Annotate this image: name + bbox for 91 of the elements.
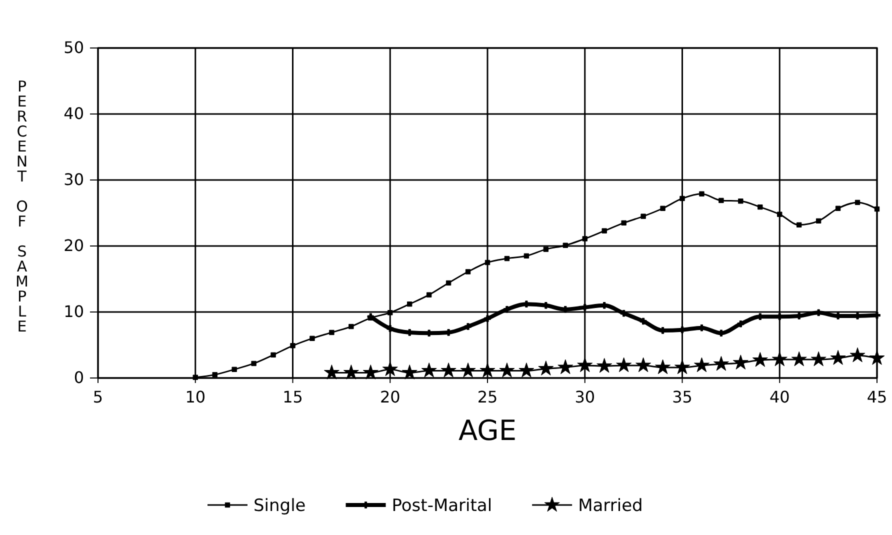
y-tick-label: 0 xyxy=(74,368,84,388)
point xyxy=(582,236,588,242)
point xyxy=(655,359,671,374)
point xyxy=(737,320,744,328)
x-tick-label: 35 xyxy=(672,387,692,406)
x-tick-label: 20 xyxy=(380,387,400,406)
point xyxy=(212,372,218,378)
x-tick-label: 25 xyxy=(477,387,498,406)
point xyxy=(484,260,490,266)
point xyxy=(830,350,846,365)
point xyxy=(660,206,666,211)
x-tick-label: 30 xyxy=(574,387,596,406)
point xyxy=(407,301,412,307)
point xyxy=(388,310,393,316)
y-tick-label: 10 xyxy=(64,302,84,322)
point xyxy=(816,218,822,224)
y-tick-label: 20 xyxy=(64,236,84,256)
point xyxy=(251,360,256,366)
point xyxy=(386,325,394,332)
point xyxy=(869,350,885,365)
point xyxy=(640,214,646,219)
point xyxy=(694,357,710,372)
point xyxy=(421,362,437,378)
point xyxy=(796,222,802,228)
legend-label: Single xyxy=(254,496,306,516)
point xyxy=(499,362,515,378)
point xyxy=(562,242,568,248)
point xyxy=(382,361,398,376)
point xyxy=(621,220,626,226)
legend-label: Married xyxy=(578,496,643,516)
point xyxy=(791,351,807,366)
point xyxy=(343,364,359,380)
point xyxy=(850,347,866,362)
point xyxy=(777,212,782,217)
point xyxy=(674,359,690,374)
point xyxy=(752,352,768,367)
point xyxy=(524,253,530,258)
x-tick-label: 15 xyxy=(282,387,303,406)
point xyxy=(329,330,334,336)
point xyxy=(713,356,729,371)
point xyxy=(446,280,452,286)
point xyxy=(504,306,510,313)
point xyxy=(577,357,593,372)
point xyxy=(232,366,237,372)
point xyxy=(543,246,549,252)
x-tick-label: 45 xyxy=(866,387,888,406)
point xyxy=(192,374,198,380)
point xyxy=(270,352,276,358)
point xyxy=(620,310,628,317)
y-axis-title: PERCENT OF SAMPLE xyxy=(13,78,31,332)
legend-label: Post-Marital xyxy=(392,496,492,516)
point xyxy=(465,269,471,274)
point xyxy=(854,200,860,206)
point xyxy=(484,315,491,322)
point xyxy=(426,292,432,298)
point xyxy=(596,358,612,373)
y-tick-label: 40 xyxy=(64,104,84,124)
point xyxy=(310,336,315,341)
point xyxy=(835,206,841,211)
point xyxy=(324,364,340,380)
point xyxy=(602,228,607,234)
point xyxy=(518,362,534,378)
point xyxy=(460,362,476,378)
point xyxy=(402,364,418,380)
point xyxy=(680,196,685,202)
point xyxy=(810,351,826,366)
x-tick-label: 10 xyxy=(185,387,206,406)
y-tick-label: 50 xyxy=(64,38,84,58)
point xyxy=(699,191,704,196)
point xyxy=(718,198,724,204)
point xyxy=(558,359,574,374)
point xyxy=(616,357,632,372)
x-tick-label: 40 xyxy=(769,387,790,406)
point xyxy=(504,256,510,262)
point xyxy=(290,343,296,348)
x-tick-label: 5 xyxy=(92,387,104,406)
point xyxy=(640,318,647,325)
point xyxy=(738,198,744,204)
point xyxy=(464,323,472,330)
y-tick-label: 30 xyxy=(64,170,84,190)
point xyxy=(732,354,748,370)
point xyxy=(440,362,456,378)
point xyxy=(538,360,554,376)
x-axis-title: AGE xyxy=(458,414,517,447)
point xyxy=(772,351,788,366)
point xyxy=(758,204,763,210)
point xyxy=(348,324,354,330)
point xyxy=(480,362,496,378)
point xyxy=(636,357,652,372)
point xyxy=(362,364,378,380)
point xyxy=(874,206,880,212)
